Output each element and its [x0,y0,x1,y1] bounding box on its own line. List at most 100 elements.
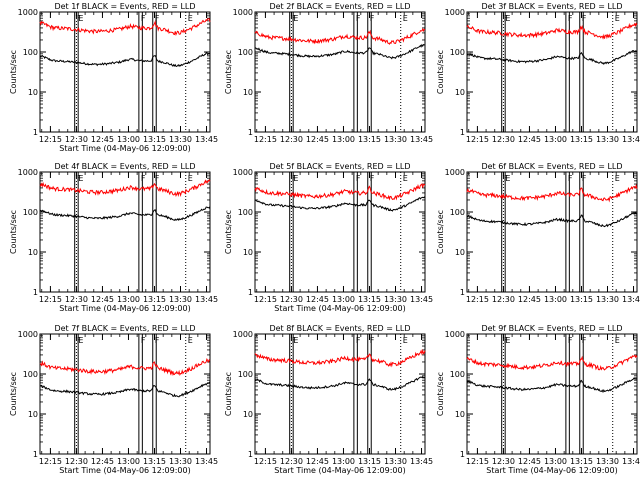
series-line-black [254,43,426,60]
x-tick-label: 13:30 [169,295,192,304]
plot-frame [39,11,211,133]
marker-label: F [77,174,82,183]
series-line-red [254,348,426,368]
x-tick-label: 12:30 [65,295,88,304]
y-axis-label: Counts/sec [9,210,18,254]
x-tick-label: 13:30 [596,135,619,144]
marker-label: F [582,174,587,183]
x-axis-label: Start Time (04-May-06 12:09:00) [274,466,405,475]
y-tick-label: 100 [238,208,253,217]
marker-label: F [504,336,509,345]
y-axis-label: Counts/sec [9,372,18,416]
plot-frame [39,171,211,293]
marker-label: E [403,174,408,183]
x-tick-label: 13:15 [570,457,593,466]
y-tick-label: 1 [460,288,465,297]
y-axis-label: Counts/sec [224,50,233,94]
x-tick-label: 13:00 [117,457,140,466]
x-tick-label: 13:45 [195,295,218,304]
y-tick-label: 10 [28,88,38,97]
y-tick-label: 1000 [445,330,465,339]
marker-label: F [141,336,146,345]
x-tick-label: 13:15 [358,457,381,466]
y-tick-label: 10 [455,88,465,97]
series-line-red [466,354,638,371]
y-tick-label: 1 [248,450,253,459]
x-tick-label: 13:15 [358,295,381,304]
x-tick-label: 13:30 [384,135,407,144]
x-tick-label: 12:45 [306,135,329,144]
x-axis-label: Start Time (04-May-06 12:09:00) [274,304,405,313]
y-tick-label: 10 [243,410,253,419]
chart-panel-8: Det 8f BLACK = Events, RED = LLD 1 10 100 10… [224,324,433,475]
marker-label: F [582,336,587,345]
plot-frame [254,11,426,133]
marker-label: F [568,336,573,345]
series-line-black [40,381,211,398]
y-tick-label: 1 [33,450,38,459]
marker-label: F [504,174,509,183]
x-tick-label: 13:30 [596,457,619,466]
y-tick-label: 1000 [18,168,38,177]
y-tick-label: 100 [450,370,465,379]
x-tick-label: 12:30 [280,457,303,466]
chart-title: Det 8f BLACK = Events, RED = LLD [269,324,410,333]
x-tick-label: 12:15 [466,457,489,466]
marker-label: E [78,14,83,23]
x-axis-label: Start Time (04-May-06 12:09:00) [59,144,190,153]
x-tick-label: 13:00 [332,457,355,466]
series-line-black [39,52,211,68]
marker-label: E [78,336,83,345]
series-line-black [466,211,638,228]
chart-panel-5: Det 5f BLACK = Events, RED = LLD 1 10 100 10… [224,162,433,313]
x-tick-label: 13:15 [358,135,381,144]
series-line-red [466,22,638,40]
x-tick-label: 12:45 [306,295,329,304]
y-tick-label: 1000 [233,168,253,177]
marker-label: E [188,14,193,23]
x-tick-label: 13:45 [410,135,433,144]
y-tick-label: 100 [450,48,465,57]
y-tick-label: 1000 [233,330,253,339]
y-tick-label: 1 [248,128,253,137]
chart-panel-3: Det 3f BLACK = Events, RED = LLD 1 10 100 10… [436,2,640,144]
chart-panel-6: Det 6f BLACK = Events, RED = LLD 1 10 100 10… [436,162,640,304]
x-tick-label: 12:15 [254,135,277,144]
marker-label: E [188,174,193,183]
y-tick-label: 100 [450,208,465,217]
x-tick-label: 13:15 [143,295,166,304]
marker-label: E [78,174,83,183]
marker-label: F [504,14,509,23]
x-tick-label: 13:45 [410,295,433,304]
x-tick-label: 13:30 [384,295,407,304]
y-tick-label: 1 [460,450,465,459]
x-tick-label: 13:00 [544,135,567,144]
marker-label: E [615,336,620,345]
marker-label: F [568,14,573,23]
chart-title: Det 5f BLACK = Events, RED = LLD [269,162,410,171]
x-axis-label: Start Time (04-May-06 12:09:00) [486,466,617,475]
x-tick-label: 13:00 [544,295,567,304]
y-tick-label: 1000 [18,330,38,339]
chart-title: Det 6f BLACK = Events, RED = LLD [481,162,622,171]
chart-panel-2: Det 2f BLACK = Events, RED = LLD 1 10 100 10… [224,2,433,144]
y-tick-label: 100 [238,370,253,379]
y-tick-label: 10 [28,410,38,419]
marker-label: E [615,14,620,23]
chart-title: Det 9f BLACK = Events, RED = LLD [481,324,622,333]
marker-label: F [370,336,375,345]
plot-frame [39,333,211,455]
marker-label: E [293,336,298,345]
marker-label: F [356,336,361,345]
marker-label: E [188,336,193,345]
x-tick-label: 13:45 [195,135,218,144]
marker-label: F [292,336,297,345]
y-axis-label: Counts/sec [9,50,18,94]
x-tick-label: 12:15 [254,457,277,466]
series-line-black [255,196,426,212]
series-line-red [254,183,426,201]
y-tick-label: 1000 [18,8,38,17]
plot-frame [254,171,426,293]
series-line-red [39,179,211,198]
